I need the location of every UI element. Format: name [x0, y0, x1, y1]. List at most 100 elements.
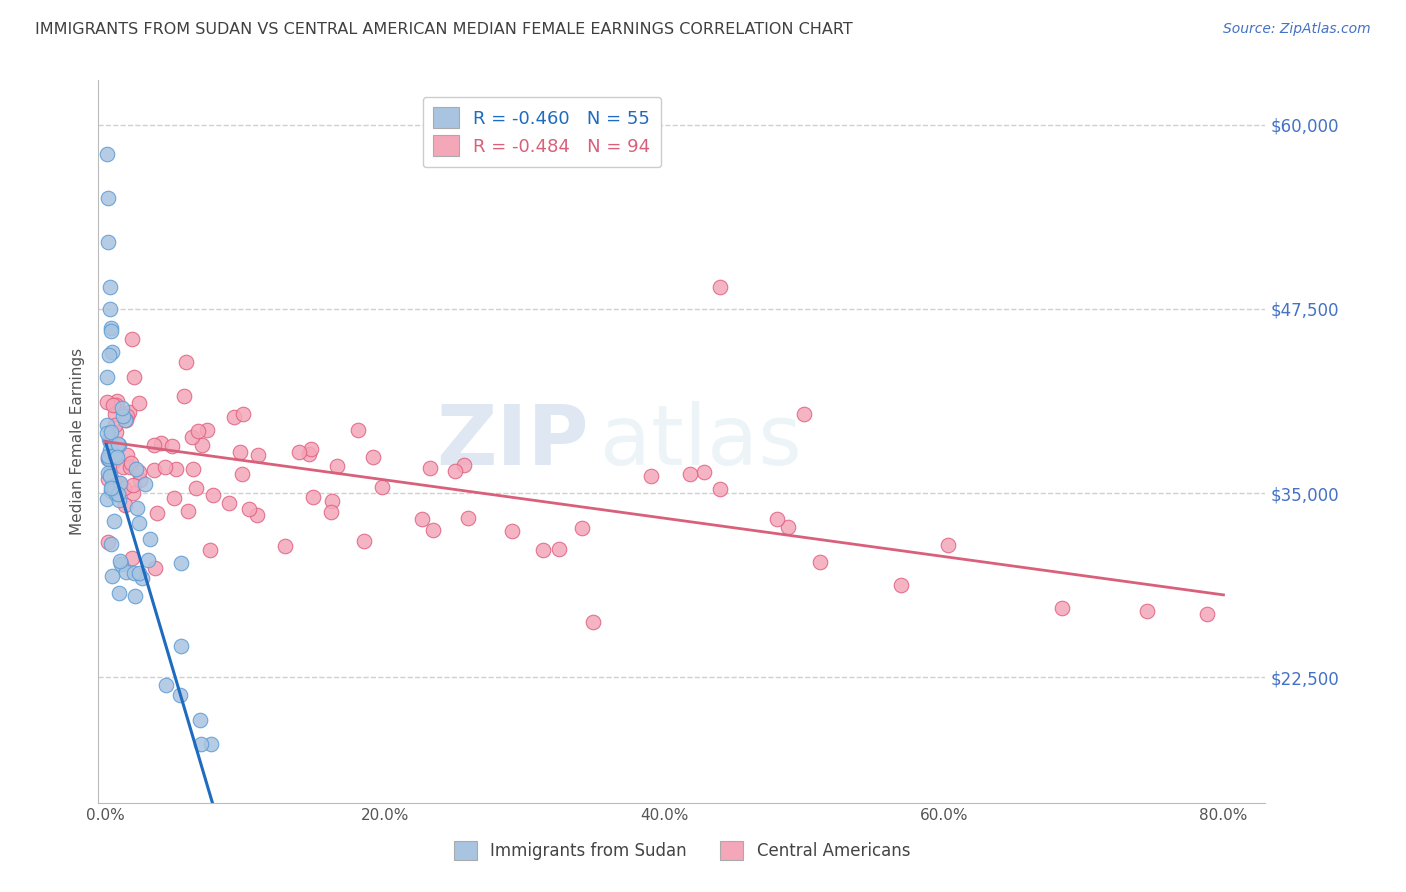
Point — [149, 435, 172, 450]
Point — [100, 481, 122, 495]
Point — [98, 468, 121, 483]
Point — [139, 532, 162, 546]
Point — [180, 430, 202, 444]
Point — [238, 502, 260, 516]
Point — [104, 448, 127, 462]
Point — [776, 520, 799, 534]
Point — [114, 413, 136, 427]
Point — [793, 407, 815, 421]
Point — [453, 458, 475, 472]
Text: Source: ZipAtlas.com: Source: ZipAtlas.com — [1223, 22, 1371, 37]
Point — [122, 566, 145, 581]
Point — [195, 423, 218, 437]
Point — [110, 557, 132, 571]
Point — [112, 481, 135, 495]
Point — [128, 465, 150, 479]
Point — [115, 413, 138, 427]
Point — [96, 370, 118, 384]
Point — [97, 235, 120, 250]
Point — [124, 590, 146, 604]
Point — [100, 324, 122, 338]
Point — [111, 401, 134, 415]
Point — [145, 506, 167, 520]
Point — [96, 492, 118, 507]
Point — [247, 448, 270, 462]
Point — [173, 389, 195, 403]
Point — [169, 688, 191, 702]
Point — [218, 496, 240, 510]
Point — [321, 505, 343, 519]
Point — [1136, 604, 1159, 618]
Point — [103, 481, 125, 495]
Point — [104, 486, 127, 500]
Point — [97, 467, 120, 481]
Point — [105, 394, 128, 409]
Point — [143, 462, 166, 476]
Point — [190, 737, 212, 751]
Point — [808, 555, 831, 569]
Point — [100, 425, 122, 439]
Point — [202, 488, 225, 502]
Point — [411, 512, 433, 526]
Point — [679, 467, 702, 482]
Point — [571, 521, 593, 535]
Point — [170, 556, 193, 570]
Point — [232, 407, 254, 421]
Point — [444, 464, 467, 478]
Point — [114, 565, 136, 579]
Point — [96, 425, 118, 440]
Point — [111, 409, 134, 423]
Point — [120, 456, 142, 470]
Point — [108, 553, 131, 567]
Point — [222, 409, 245, 424]
Point — [121, 486, 143, 500]
Point — [105, 425, 128, 440]
Point — [693, 466, 716, 480]
Point — [709, 279, 731, 293]
Point — [274, 539, 297, 553]
Point — [122, 478, 145, 492]
Point — [301, 490, 323, 504]
Point — [117, 448, 139, 462]
Point — [108, 438, 131, 452]
Point — [155, 678, 177, 692]
Point — [184, 481, 207, 495]
Point — [125, 462, 148, 476]
Point — [165, 462, 187, 476]
Point — [582, 615, 605, 630]
Point — [188, 713, 211, 727]
Point — [153, 460, 176, 475]
Point — [97, 472, 120, 486]
Point — [160, 440, 183, 454]
Point — [187, 424, 209, 438]
Point — [97, 452, 120, 467]
Point — [181, 461, 204, 475]
Point — [321, 494, 343, 508]
Point — [288, 445, 311, 459]
Point — [117, 409, 139, 424]
Point — [98, 432, 121, 446]
Point — [229, 445, 252, 459]
Point — [105, 398, 128, 412]
Legend: Immigrants from Sudan, Central Americans: Immigrants from Sudan, Central Americans — [447, 834, 917, 867]
Point — [108, 492, 131, 507]
Point — [108, 476, 131, 491]
Point — [136, 553, 159, 567]
Point — [98, 442, 121, 457]
Text: IMMIGRANTS FROM SUDAN VS CENTRAL AMERICAN MEDIAN FEMALE EARNINGS CORRELATION CHA: IMMIGRANTS FROM SUDAN VS CENTRAL AMERICA… — [35, 22, 853, 37]
Point — [134, 477, 156, 491]
Point — [353, 533, 375, 548]
Point — [200, 542, 222, 557]
Point — [162, 491, 184, 505]
Point — [103, 514, 125, 528]
Point — [640, 468, 662, 483]
Point — [104, 407, 127, 421]
Point — [1050, 601, 1073, 615]
Point — [128, 396, 150, 410]
Point — [107, 437, 129, 451]
Point — [104, 417, 127, 432]
Point — [419, 461, 441, 475]
Point — [97, 449, 120, 463]
Point — [709, 482, 731, 496]
Point — [128, 473, 150, 487]
